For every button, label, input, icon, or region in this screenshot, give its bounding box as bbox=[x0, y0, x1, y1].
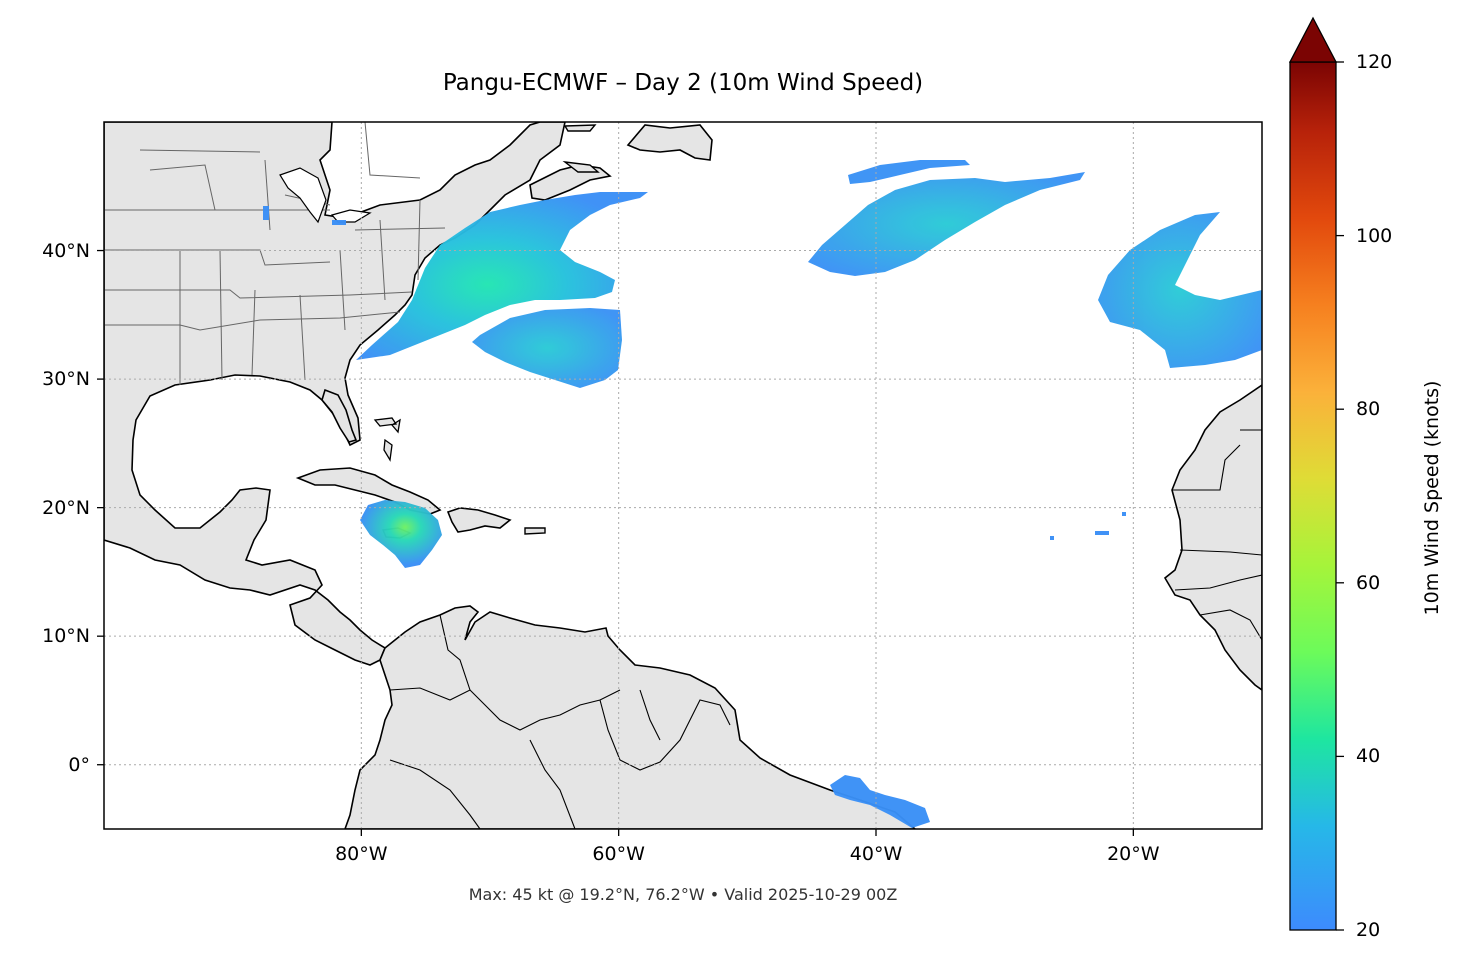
colorbar-tick-label: 40 bbox=[1356, 745, 1381, 768]
nova-scotia bbox=[529, 164, 612, 201]
y-tick-label: 30°N bbox=[42, 368, 90, 391]
y-tick-label: 20°N bbox=[42, 496, 90, 519]
wind-region-caribbean bbox=[360, 500, 442, 568]
map-frame bbox=[103, 121, 1263, 830]
wind-region-us-east bbox=[356, 192, 648, 360]
colorbar-tick-label: 100 bbox=[1356, 224, 1393, 247]
colorbar-label: 10m Wind Speed (knots) bbox=[1421, 380, 1443, 616]
x-tick-label: 20°W bbox=[1107, 843, 1160, 865]
y-tick-label: 40°N bbox=[42, 239, 90, 262]
map-area bbox=[104, 122, 1262, 829]
footer-caption: Max: 45 kt @ 19.2°N, 76.2°W • Valid 2025… bbox=[468, 885, 898, 904]
x-tick-label: 60°W bbox=[592, 843, 645, 865]
wind-speck bbox=[1095, 531, 1109, 535]
anticosti bbox=[563, 124, 597, 132]
newfoundland bbox=[626, 124, 713, 161]
colorbar-extend-arrow bbox=[1288, 16, 1338, 63]
colorbar-ticks bbox=[1336, 61, 1344, 931]
state-borders bbox=[104, 122, 446, 385]
florida bbox=[321, 388, 358, 443]
wind-speck bbox=[1050, 536, 1054, 540]
map-title: Pangu-ECMWF – Day 2 (10m Wind Speed) bbox=[442, 70, 924, 96]
gridlines bbox=[104, 122, 1262, 829]
axis-ticks bbox=[97, 249, 1134, 836]
colorbar-tick-label: 80 bbox=[1356, 398, 1381, 421]
wind-region-central-atlantic bbox=[808, 172, 1085, 276]
x-tick-label: 80°W bbox=[335, 843, 388, 865]
wind-speck bbox=[332, 220, 346, 225]
puerto-rico bbox=[524, 527, 546, 535]
y-tick-label: 10°N bbox=[42, 625, 90, 648]
x-tick-label: 40°W bbox=[849, 843, 903, 865]
colorbar-tick-label: 20 bbox=[1356, 919, 1381, 941]
colorbar-tick-label: 60 bbox=[1356, 571, 1381, 594]
wind-region-subtropical bbox=[472, 308, 622, 388]
bahamas bbox=[373, 417, 401, 462]
y-tick-label: 0° bbox=[68, 753, 90, 776]
colorbar-tick-label: 120 bbox=[1356, 51, 1393, 73]
hispaniola bbox=[446, 507, 512, 533]
wind-region-central-atlantic-north bbox=[848, 160, 970, 184]
colorbar-gradient bbox=[1289, 61, 1337, 931]
pei bbox=[562, 161, 600, 173]
wind-speck bbox=[263, 206, 269, 220]
colorbar bbox=[1288, 16, 1344, 931]
wind-speck bbox=[1122, 512, 1126, 516]
country-borders-africa bbox=[1172, 429, 1262, 641]
south-america-land bbox=[344, 605, 917, 829]
wind-region-equatorial bbox=[830, 775, 930, 828]
country-borders-sa bbox=[389, 614, 731, 829]
